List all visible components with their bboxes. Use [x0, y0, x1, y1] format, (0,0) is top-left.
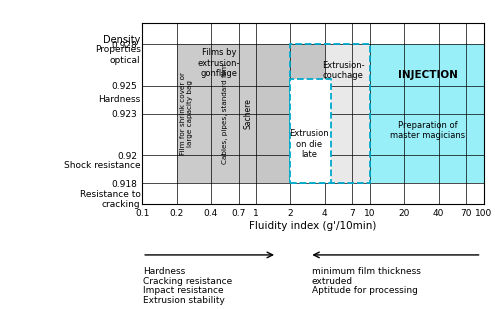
- Text: Resistance to
cracking: Resistance to cracking: [80, 190, 141, 210]
- Bar: [290, 44, 370, 183]
- Text: Properties
optical: Properties optical: [95, 45, 141, 65]
- Text: Film for shrink cover or
large capacity bag: Film for shrink cover or large capacity …: [180, 72, 193, 155]
- Text: INJECTION: INJECTION: [398, 70, 458, 80]
- Bar: [256, 44, 325, 183]
- Text: Aptitude for processing: Aptitude for processing: [312, 286, 418, 295]
- Text: Cables, pipes, standard film: Cables, pipes, standard film: [222, 63, 228, 164]
- Text: Shock resistance: Shock resistance: [64, 160, 141, 170]
- Text: extruded: extruded: [312, 277, 353, 286]
- Bar: [325, 44, 370, 183]
- Text: Extrusion stability: Extrusion stability: [143, 296, 225, 305]
- Text: Extrusion-
couchage: Extrusion- couchage: [322, 61, 364, 80]
- Text: Preparation of
master magicians: Preparation of master magicians: [390, 121, 465, 140]
- Text: Films by
extrusion-
gonflage: Films by extrusion- gonflage: [198, 48, 240, 78]
- Text: minimum film thickness: minimum film thickness: [312, 267, 421, 276]
- Bar: [177, 44, 325, 183]
- Bar: [370, 44, 484, 183]
- Bar: [290, 79, 330, 183]
- Text: Density: Density: [103, 35, 141, 45]
- Text: Hardness: Hardness: [98, 95, 141, 104]
- Text: Extrusion
on die
late: Extrusion on die late: [289, 129, 329, 159]
- Text: Hardness: Hardness: [143, 267, 186, 276]
- Text: Cracking resistance: Cracking resistance: [143, 277, 233, 286]
- Text: Sachere: Sachere: [244, 98, 252, 129]
- X-axis label: Fluidity index (g'/10min): Fluidity index (g'/10min): [250, 221, 377, 231]
- Text: Impact resistance: Impact resistance: [143, 286, 224, 295]
